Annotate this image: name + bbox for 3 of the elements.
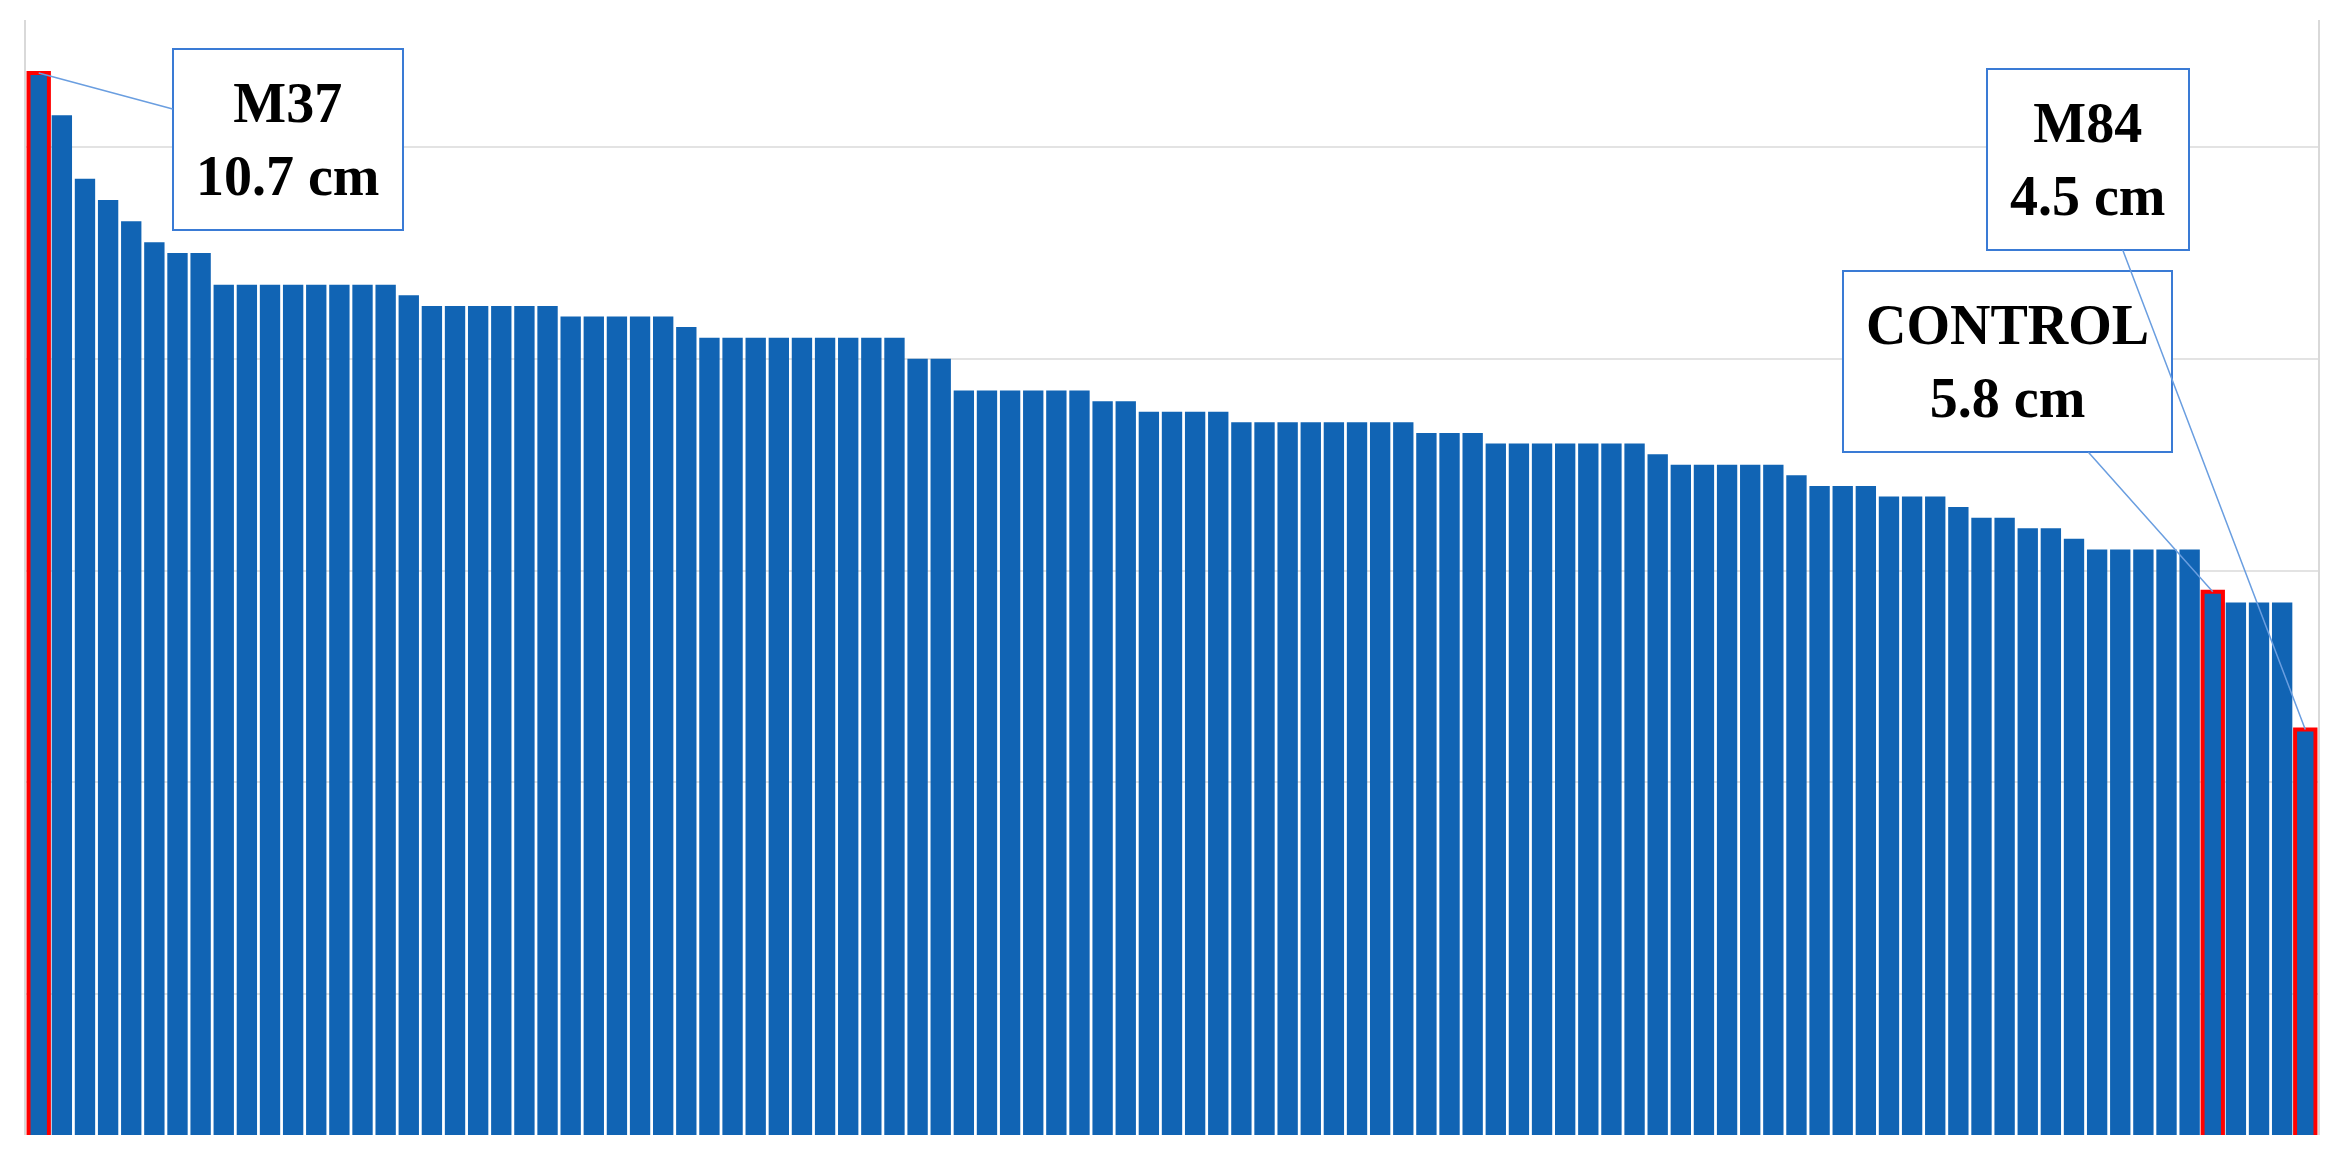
- data-label: CONTROL 5.8 cm: [1866, 294, 2150, 429]
- data-label: M37 10.7 cm: [196, 72, 380, 207]
- data-label: M84 4.5 cm: [2010, 92, 2166, 227]
